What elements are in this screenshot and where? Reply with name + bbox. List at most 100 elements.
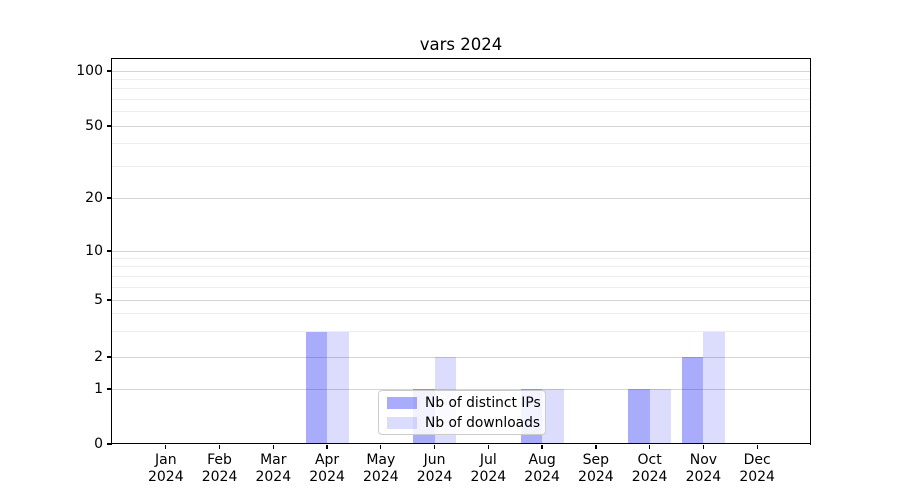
bar-downloads (649, 389, 672, 444)
x-tick-label: May 2024 (346, 452, 416, 485)
bar-downloads (542, 389, 564, 444)
x-tick-label: Mar 2024 (238, 452, 308, 485)
bar-distinct-ips (305, 331, 328, 444)
x-tick-year: 2024 (416, 468, 453, 485)
x-tick-mark (595, 444, 597, 449)
x-tick-month: Jul (479, 452, 497, 468)
x-tick-mark (541, 444, 543, 449)
legend: Nb of distinct IPs Nb of downloads (378, 390, 546, 435)
x-tick-year: 2024 (309, 468, 345, 485)
x-tick-mark (648, 444, 651, 449)
x-tick-label: Nov 2024 (668, 452, 738, 485)
x-tick-mark (756, 444, 758, 449)
minor-gridline (112, 286, 810, 288)
y-tick-mark (106, 125, 111, 127)
bar-downloads (327, 331, 349, 444)
y-tick-label: 10 (85, 243, 103, 259)
chart-title: vars 2024 (419, 35, 503, 54)
legend-label: Nb of distinct IPs (425, 394, 541, 411)
right-spine (810, 58, 812, 445)
x-tick-month: Nov (689, 452, 718, 468)
x-tick-month: Jan (155, 452, 177, 468)
major-gridline (112, 125, 810, 127)
x-tick-month: Oct (637, 452, 662, 468)
x-tick-mark (380, 444, 382, 449)
x-tick-year: 2024 (524, 468, 560, 485)
minor-gridline (112, 98, 810, 100)
bar-distinct-ips (681, 357, 704, 444)
major-gridline (112, 388, 810, 390)
minor-gridline (112, 88, 810, 90)
y-tick-label: 5 (94, 292, 103, 308)
x-tick-month: May (366, 452, 396, 468)
x-tick-mark (218, 444, 221, 449)
minor-gridline (112, 143, 810, 145)
bottom-spine (111, 443, 812, 445)
legend-entry: Nb of downloads (387, 414, 541, 431)
y-tick-label: 2 (94, 349, 103, 365)
x-tick-label: Feb 2024 (185, 452, 255, 485)
minor-gridline (112, 165, 810, 167)
x-tick-mark (702, 444, 705, 449)
x-tick-month: Aug (528, 452, 556, 468)
bar-distinct-ips (628, 389, 650, 444)
y-tick-mark (106, 388, 111, 390)
major-gridline (112, 70, 810, 72)
x-tick-label: Apr 2024 (292, 452, 362, 485)
legend-swatch-icon (387, 396, 417, 409)
x-tick-year: 2024 (147, 468, 184, 485)
y-tick-mark (106, 197, 111, 199)
x-tick-year: 2024 (578, 468, 614, 485)
x-tick-month: Feb (207, 452, 232, 468)
x-tick-month: Apr (314, 452, 340, 468)
y-tick-mark (106, 250, 111, 252)
x-tick-label: Aug 2024 (507, 452, 577, 485)
x-tick-month: Dec (743, 452, 771, 468)
x-tick-label: Jun 2024 (400, 452, 470, 485)
x-tick-month: Jun (423, 452, 446, 468)
x-tick-year: 2024 (255, 468, 292, 485)
y-tick-mark (106, 356, 111, 358)
major-gridline (112, 356, 810, 358)
minor-gridline (112, 331, 810, 333)
x-tick-year: 2024 (363, 468, 399, 485)
y-tick-label: 1 (94, 381, 103, 397)
x-tick-label: Sep 2024 (561, 452, 631, 485)
x-tick-mark (487, 444, 489, 449)
x-tick-year: 2024 (739, 468, 775, 485)
x-tick-mark (272, 444, 274, 449)
y-tick-mark (106, 443, 111, 445)
legend-swatch-icon (387, 416, 417, 429)
x-tick-year: 2024 (631, 468, 668, 485)
major-gridline (112, 250, 810, 252)
y-tick-label: 20 (85, 190, 103, 206)
y-tick-label: 50 (85, 118, 103, 134)
bar-downloads (703, 331, 725, 444)
y-tick-mark (106, 70, 111, 72)
y-tick-mark (106, 299, 111, 301)
y-tick-label: 100 (76, 63, 103, 79)
legend-entry: Nb of distinct IPs (387, 395, 541, 411)
minor-gridline (112, 78, 810, 80)
left-spine (111, 58, 113, 445)
minor-gridline (112, 275, 810, 277)
x-tick-mark (433, 444, 436, 449)
minor-gridline (112, 266, 810, 268)
x-tick-month: Sep (582, 452, 610, 468)
x-tick-mark (326, 444, 328, 449)
minor-gridline (112, 111, 810, 113)
minor-gridline (112, 257, 810, 259)
x-tick-month: Mar (260, 452, 287, 468)
x-tick-year: 2024 (201, 468, 238, 485)
x-tick-mark (165, 444, 167, 449)
y-tick-label: 0 (94, 436, 103, 452)
legend-label: Nb of downloads (425, 414, 541, 431)
x-tick-label: Jan 2024 (131, 452, 201, 485)
x-tick-label: Oct 2024 (615, 452, 685, 485)
top-spine (111, 58, 812, 60)
minor-gridline (112, 313, 810, 315)
x-tick-label: Dec 2024 (722, 452, 792, 485)
x-tick-year: 2024 (470, 468, 507, 485)
major-gridline (112, 197, 810, 199)
